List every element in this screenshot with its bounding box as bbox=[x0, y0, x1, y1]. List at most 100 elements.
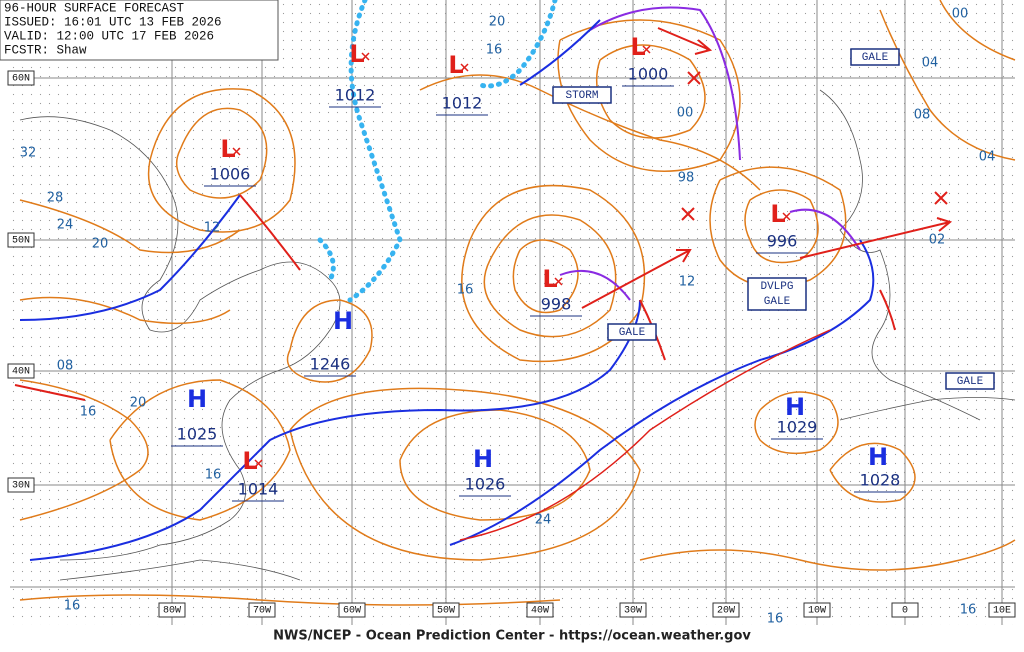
warning-label: GALE bbox=[764, 296, 791, 308]
lat-label: 40N bbox=[12, 367, 30, 378]
isobar-label: 20 bbox=[489, 15, 506, 30]
low-symbol: L bbox=[448, 51, 463, 79]
labels: 60N 50N 40N 30N 80W 70W 60W 50W 40W 30W 20W 10W 0 10E… bbox=[7, 7, 1016, 627]
lon-label: 70W bbox=[253, 606, 271, 617]
low-center bbox=[782, 212, 791, 221]
lon-label-box bbox=[803, 602, 831, 618]
lon-label-box bbox=[891, 602, 919, 618]
low-symbol: L bbox=[630, 33, 645, 61]
lon-label-box bbox=[248, 602, 276, 618]
lat-label: 30N bbox=[12, 481, 30, 492]
lon-label: 20W bbox=[717, 606, 735, 617]
isobar-label: 20 bbox=[130, 396, 147, 411]
pressure-label: 1006 bbox=[210, 165, 251, 184]
footer: NWS/NCEP - Ocean Prediction Center - htt… bbox=[273, 629, 751, 644]
ice-edge bbox=[317, 0, 558, 303]
lon-label: 80W bbox=[163, 606, 181, 617]
isobar-label: 08 bbox=[914, 108, 931, 123]
low-center bbox=[361, 52, 370, 61]
pressure-label: 1028 bbox=[860, 471, 901, 490]
isobar-label: 32 bbox=[20, 146, 37, 161]
lon-label-box bbox=[526, 602, 554, 618]
isobar-label: 00 bbox=[677, 106, 694, 121]
isobar-label: 24 bbox=[57, 218, 74, 233]
lon-label: 50W bbox=[437, 606, 455, 617]
isobar-label: 04 bbox=[922, 56, 939, 71]
warning-box bbox=[607, 323, 657, 341]
warning-label: DVLPG bbox=[760, 281, 793, 293]
isobar-label: 16 bbox=[457, 283, 474, 298]
header-line: ISSUED: 16:01 UTC 13 FEB 2026 bbox=[4, 15, 222, 29]
pressure-label: 1029 bbox=[777, 418, 818, 437]
header-line: VALID: 12:00 UTC 17 FEB 2026 bbox=[4, 29, 214, 43]
low-symbol: L bbox=[242, 447, 257, 475]
lat-label-box bbox=[7, 232, 35, 248]
lon-label: 40W bbox=[531, 606, 549, 617]
lon-label-box bbox=[988, 602, 1016, 618]
warning-label: GALE bbox=[619, 327, 646, 339]
isobar-label: 08 bbox=[57, 359, 74, 374]
isobar-label: 24 bbox=[535, 513, 552, 528]
isobar-label: 02 bbox=[929, 233, 946, 248]
lon-label: 10E bbox=[993, 606, 1011, 617]
lon-label-box bbox=[338, 602, 366, 618]
lon-label-box bbox=[712, 602, 740, 618]
warning-label: GALE bbox=[862, 52, 889, 64]
lat-label-box bbox=[7, 363, 35, 379]
fronts bbox=[14, 6, 896, 561]
pressure-label: 1026 bbox=[465, 475, 506, 494]
lat-label-box bbox=[7, 477, 35, 493]
isobars bbox=[19, 0, 1016, 606]
pressure-label: 1012 bbox=[335, 86, 376, 105]
low-center bbox=[232, 147, 241, 156]
lon-label: 60W bbox=[343, 606, 361, 617]
pressure-label: 998 bbox=[541, 295, 572, 314]
isobar-label: 20 bbox=[92, 237, 109, 252]
lon-label: 30W bbox=[624, 606, 642, 617]
low-center bbox=[554, 277, 563, 286]
isobar-label: 16 bbox=[486, 43, 503, 58]
low-symbol: L bbox=[770, 200, 785, 228]
isobar-label: 16 bbox=[205, 468, 222, 483]
high-symbol: H bbox=[785, 393, 805, 421]
warning-label: STORM bbox=[565, 90, 598, 102]
coastlines bbox=[19, 89, 1016, 581]
high-symbol: H bbox=[868, 443, 888, 471]
warning-box bbox=[552, 86, 612, 104]
low-symbol: L bbox=[542, 265, 557, 293]
isobar-label: 16 bbox=[80, 405, 97, 420]
arrows bbox=[581, 27, 953, 309]
isobar-label: 16 bbox=[64, 599, 81, 614]
header-box bbox=[0, 0, 279, 61]
lon-label: 0 bbox=[902, 606, 908, 617]
high-symbol: H bbox=[473, 445, 493, 473]
pressure-label: 996 bbox=[767, 232, 798, 251]
isobar-label: 00 bbox=[952, 7, 969, 22]
lon-label-box bbox=[619, 602, 647, 618]
pressure-label: 1014 bbox=[238, 480, 279, 499]
low-center bbox=[460, 63, 469, 72]
lat-label: 60N bbox=[12, 74, 30, 85]
low-center bbox=[642, 45, 651, 54]
lat-label-box bbox=[7, 70, 35, 86]
low-center bbox=[254, 459, 263, 468]
low-symbol: L bbox=[349, 40, 364, 68]
header-line: 96-HOUR SURFACE FORECAST bbox=[4, 1, 185, 15]
warning-box bbox=[747, 277, 807, 311]
isobar-label: 04 bbox=[979, 150, 996, 165]
warning-box bbox=[945, 372, 995, 390]
isobar-label: 12 bbox=[204, 221, 221, 236]
header-line: FCSTR: Shaw bbox=[4, 43, 87, 57]
isobar-label: 98 bbox=[678, 171, 695, 186]
graticule bbox=[10, 0, 1015, 625]
high-symbol: H bbox=[187, 385, 207, 413]
lon-label-box bbox=[432, 602, 460, 618]
high-symbol: H bbox=[333, 307, 353, 335]
isobar-label: 16 bbox=[767, 612, 784, 627]
map-area bbox=[10, 0, 1015, 625]
pressure-label: 1000 bbox=[628, 65, 669, 84]
lat-label: 50N bbox=[12, 236, 30, 247]
lon-label-box bbox=[158, 602, 186, 618]
